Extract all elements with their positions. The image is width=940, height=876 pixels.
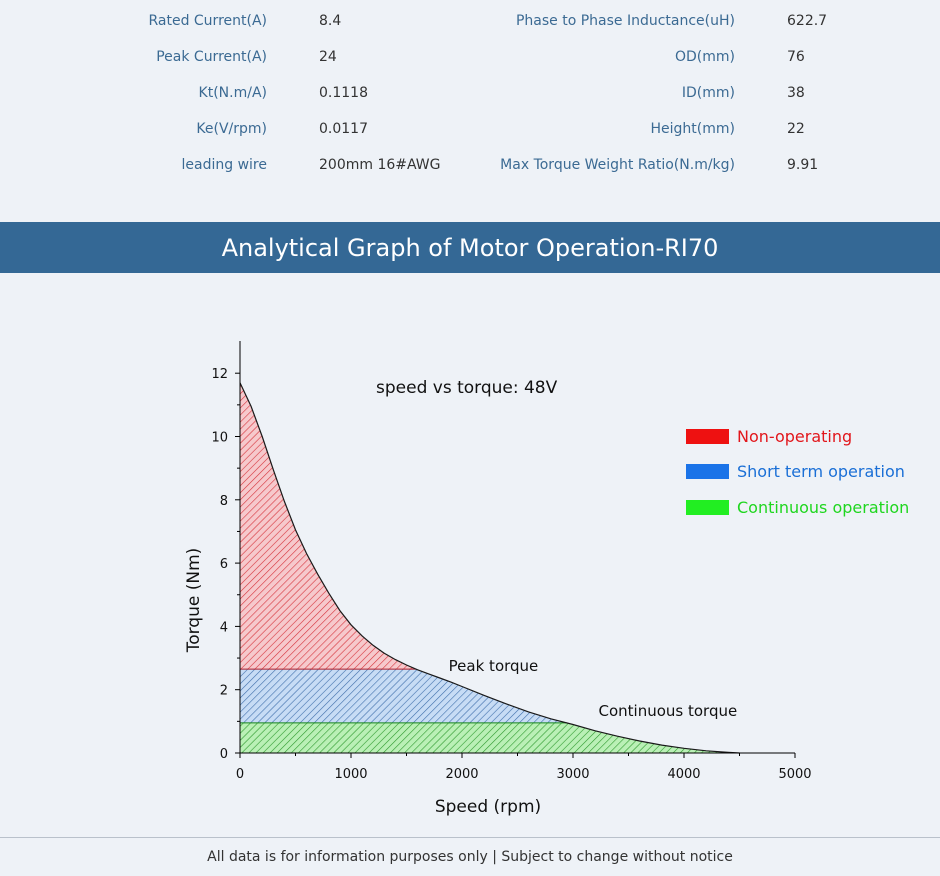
- continuous-torque-label: Continuous torque: [599, 702, 738, 720]
- peak-torque-label: Peak torque: [449, 657, 539, 675]
- spec-label: Ke(V/rpm): [196, 121, 267, 137]
- banner-title: Analytical Graph of Motor Operation-RI70: [221, 233, 719, 262]
- spec-label: Max Torque Weight Ratio(N.m/kg): [500, 157, 735, 173]
- spec-row: Kt(N.m/A) 0.1118 ID(mm) 38: [0, 85, 940, 105]
- y-tick-label: 8: [220, 494, 228, 509]
- spec-label: ID(mm): [681, 85, 735, 101]
- spec-value: 8.4: [319, 13, 342, 29]
- spec-value: 0.1118: [319, 85, 368, 101]
- spec-table: Rated Current(A) 8.4 Phase to Phase Indu…: [0, 0, 940, 222]
- spec-row: Peak Current(A) 24 OD(mm) 76: [0, 49, 940, 69]
- y-tick-label: 12: [211, 367, 228, 382]
- spec-value: 200mm 16#AWG: [319, 157, 441, 173]
- footer-divider: [0, 837, 940, 838]
- spec-row: Ke(V/rpm) 0.0117 Height(mm) 22: [0, 121, 940, 141]
- spec-value: 0.0117: [319, 121, 368, 137]
- spec-value: 22: [787, 121, 805, 137]
- x-tick-label: 1000: [334, 767, 367, 782]
- legend-label-non-operating: Non-operating: [737, 427, 852, 446]
- spec-row: Rated Current(A) 8.4 Phase to Phase Indu…: [0, 13, 940, 33]
- y-tick-label: 0: [220, 747, 228, 762]
- footer: All data is for information purposes onl…: [0, 838, 940, 876]
- x-tick-label: 5000: [778, 767, 811, 782]
- motor-chart: 0 1000 2000 3000 4000 5000 0 2 4 6 8 10 12 speed vs …: [0, 273, 940, 837]
- ticks: 0 1000 2000 3000 4000 5000 0 2 4 6 8 10 12: [211, 367, 811, 782]
- spec-label: Rated Current(A): [148, 13, 267, 29]
- spec-label: Height(mm): [650, 121, 735, 137]
- spec-label: Kt(N.m/A): [198, 85, 267, 101]
- chart-svg: 0 1000 2000 3000 4000 5000 0 2 4 6 8 10 12 speed vs …: [184, 341, 909, 817]
- spec-label: Phase to Phase Inductance(uH): [515, 13, 735, 29]
- spec-value: 622.7: [787, 13, 828, 29]
- legend-label-short-term: Short term operation: [737, 462, 905, 481]
- spec-value: 76: [787, 49, 805, 65]
- y-axis-label: Torque (Nm): [184, 548, 204, 654]
- x-tick-label: 2000: [445, 767, 478, 782]
- spec-value: 38: [787, 85, 805, 101]
- x-axis-label: Speed (rpm): [435, 797, 541, 817]
- legend: Non-operating Short term operation Conti…: [686, 427, 909, 517]
- spec-label: Peak Current(A): [156, 49, 267, 65]
- legend-swatch-short-term: [686, 464, 729, 479]
- y-tick-label: 2: [220, 684, 228, 699]
- x-tick-label: 3000: [556, 767, 589, 782]
- continuous-region: [240, 722, 740, 753]
- spec-label: leading wire: [181, 157, 267, 173]
- spec-value: 24: [319, 49, 337, 65]
- chart-title: speed vs torque: 48V: [376, 378, 558, 398]
- spec-row: leading wire 200mm 16#AWG Max Torque Wei…: [0, 157, 940, 177]
- spec-value: 9.91: [787, 157, 819, 173]
- torque-curve: [239, 382, 740, 754]
- x-tick-label: 4000: [667, 767, 700, 782]
- footer-text: All data is for information purposes onl…: [207, 849, 733, 865]
- y-tick-label: 10: [211, 431, 228, 446]
- legend-swatch-continuous: [686, 500, 729, 515]
- legend-label-continuous: Continuous operation: [737, 498, 909, 517]
- x-tick-label: 0: [236, 767, 244, 782]
- section-banner: Analytical Graph of Motor Operation-RI70: [0, 222, 940, 273]
- spec-label: OD(mm): [675, 49, 735, 65]
- y-tick-label: 4: [220, 620, 228, 635]
- legend-swatch-non-operating: [686, 429, 729, 444]
- y-tick-label: 6: [220, 557, 228, 572]
